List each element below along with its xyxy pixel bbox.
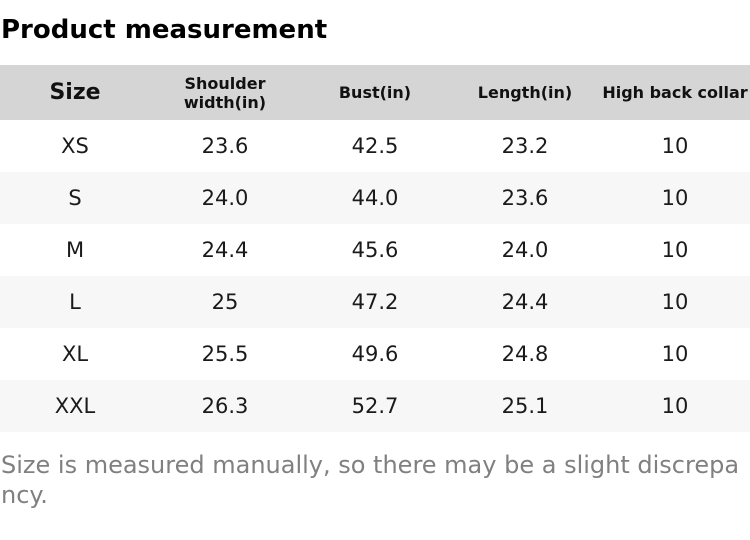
high-back-collar-cell: 10 bbox=[661, 394, 689, 418]
length-cell: 23.6 bbox=[501, 186, 549, 210]
size-cell: S bbox=[68, 186, 82, 210]
high-back-collar-cell: 10 bbox=[661, 134, 689, 158]
size-cell: L bbox=[69, 290, 81, 314]
shoulder-width-cell: 26.3 bbox=[201, 394, 249, 418]
length-cell: 24.8 bbox=[501, 342, 549, 366]
size-cell: XXL bbox=[54, 394, 96, 418]
table-row-m: M 24.4 45.6 24.0 10 bbox=[0, 224, 750, 276]
bust-cell: 47.2 bbox=[351, 290, 399, 314]
shoulder-width-cell: 24.0 bbox=[201, 186, 249, 210]
column-header-bust: Bust(in) bbox=[300, 65, 450, 120]
column-header-size: Size bbox=[0, 65, 150, 120]
length-cell: 24.4 bbox=[501, 290, 549, 314]
size-chart-table: Size Shoulder width(in) Bust(in) Length(… bbox=[0, 65, 750, 432]
page-title: Product measurement bbox=[1, 15, 328, 45]
table-row-xl: XL 25.5 49.6 24.8 10 bbox=[0, 328, 750, 380]
table-row-l: L 25 47.2 24.4 10 bbox=[0, 276, 750, 328]
high-back-collar-cell: 10 bbox=[661, 290, 689, 314]
column-header-length: Length(in) bbox=[450, 65, 600, 120]
size-cell: XS bbox=[61, 134, 89, 158]
bust-cell: 52.7 bbox=[351, 394, 399, 418]
table-header-row: Size Shoulder width(in) Bust(in) Length(… bbox=[0, 65, 750, 120]
shoulder-width-cell: 25.5 bbox=[201, 342, 249, 366]
bust-cell: 42.5 bbox=[351, 134, 399, 158]
shoulder-width-cell: 24.4 bbox=[201, 238, 249, 262]
measurement-disclaimer: Size is measured manually, so there may … bbox=[1, 451, 740, 509]
length-cell: 24.0 bbox=[501, 238, 549, 262]
length-cell: 25.1 bbox=[501, 394, 549, 418]
shoulder-width-cell: 25 bbox=[211, 290, 239, 314]
table-row-xxl: XXL 26.3 52.7 25.1 10 bbox=[0, 380, 750, 432]
high-back-collar-cell: 10 bbox=[661, 186, 689, 210]
bust-cell: 49.6 bbox=[351, 342, 399, 366]
table-row-s: S 24.0 44.0 23.6 10 bbox=[0, 172, 750, 224]
bust-cell: 45.6 bbox=[351, 238, 399, 262]
size-cell: XL bbox=[61, 342, 89, 366]
high-back-collar-cell: 10 bbox=[661, 342, 689, 366]
column-header-shoulder-width: Shoulder width(in) bbox=[150, 65, 300, 120]
bust-cell: 44.0 bbox=[351, 186, 399, 210]
high-back-collar-cell: 10 bbox=[661, 238, 689, 262]
shoulder-width-cell: 23.6 bbox=[201, 134, 249, 158]
length-cell: 23.2 bbox=[501, 134, 549, 158]
column-header-high-back-collar: High back collar bbox=[600, 65, 750, 120]
table-row-xs: XS 23.6 42.5 23.2 10 bbox=[0, 120, 750, 172]
product-measurement-section: Product measurement Size Shoulder width(… bbox=[0, 14, 750, 510]
size-cell: M bbox=[65, 238, 85, 262]
